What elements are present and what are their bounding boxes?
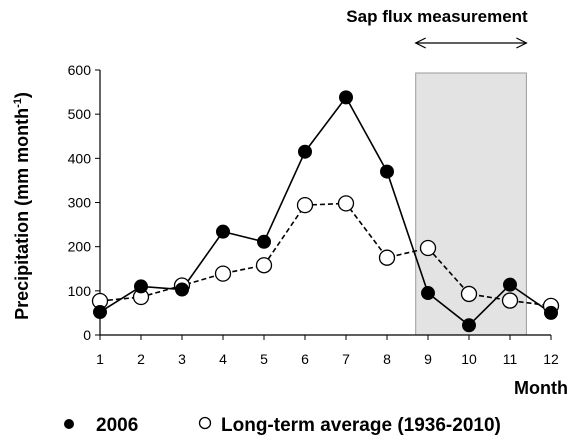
- point-2006-9: [421, 286, 435, 301]
- point-2006-11: [503, 277, 517, 292]
- legend-label-long-term-average: Long-term average (1936-2010): [221, 415, 501, 436]
- point-2006-4: [216, 224, 230, 239]
- point-long-term-average-6: [296, 196, 314, 214]
- legend: 2006 Long-term average (1936-2010): [64, 415, 501, 436]
- x-tick-label-5: 5: [260, 351, 268, 367]
- x-tick-label-11: 11: [503, 351, 518, 367]
- point-2006-7: [339, 90, 353, 105]
- legend-marker-long-term-average: [198, 416, 212, 430]
- y-tick-label-600: 600: [68, 62, 92, 78]
- y-tick-label-200: 200: [68, 239, 92, 255]
- point-long-term-average-7: [337, 195, 355, 212]
- annotation-arrow-head-right: [516, 37, 528, 49]
- x-tick-label-2: 2: [137, 351, 145, 367]
- y-axis-title-main: Precipitation (mm month: [12, 108, 32, 320]
- point-long-term-average-5: [255, 257, 273, 274]
- annotation-layer: Sap flux measurement: [346, 7, 528, 49]
- point-2006-10: [462, 318, 476, 333]
- point-2006-3: [175, 282, 189, 297]
- y-tick-label-300: 300: [68, 195, 92, 211]
- point-2006-6: [298, 144, 312, 159]
- point-2006-1: [93, 305, 107, 320]
- y-tick-label-500: 500: [68, 106, 92, 122]
- y-axis-title: Precipitation (mm month-1): [12, 92, 32, 320]
- x-tick-label-3: 3: [178, 351, 186, 367]
- x-tick-label-1: 1: [96, 351, 104, 367]
- y-tick-label-100: 100: [68, 283, 92, 299]
- y-tick-label-400: 400: [68, 150, 92, 166]
- point-2006-8: [380, 164, 394, 179]
- x-tick-label-9: 9: [424, 351, 432, 367]
- x-tick-label-6: 6: [301, 351, 309, 367]
- point-long-term-average-8: [378, 249, 396, 266]
- point-long-term-average-4: [214, 265, 232, 282]
- point-long-term-average-9: [419, 239, 437, 257]
- y-tick-label-0: 0: [83, 327, 91, 343]
- series-layer: [91, 90, 560, 333]
- x-tick-label-4: 4: [219, 351, 227, 367]
- point-long-term-average-11: [501, 292, 519, 309]
- x-tick-label-12: 12: [543, 351, 559, 367]
- annotation-arrow-head-left: [414, 37, 426, 49]
- point-2006-2: [134, 279, 148, 294]
- x-tick-label-10: 10: [461, 351, 477, 367]
- x-tick-label-7: 7: [342, 351, 350, 367]
- y-axis-title-superscript: -1: [12, 98, 24, 108]
- annotation-text: Sap flux measurement: [346, 7, 528, 26]
- y-axis-title-close: ): [12, 92, 32, 98]
- point-2006-5: [257, 234, 271, 249]
- x-tick-label-8: 8: [383, 351, 391, 367]
- point-long-term-average-10: [460, 285, 478, 303]
- x-axis-title: Month: [514, 378, 568, 398]
- point-2006-12: [544, 305, 558, 320]
- legend-label-2006: 2006: [96, 415, 138, 436]
- legend-marker-2006: [64, 419, 74, 429]
